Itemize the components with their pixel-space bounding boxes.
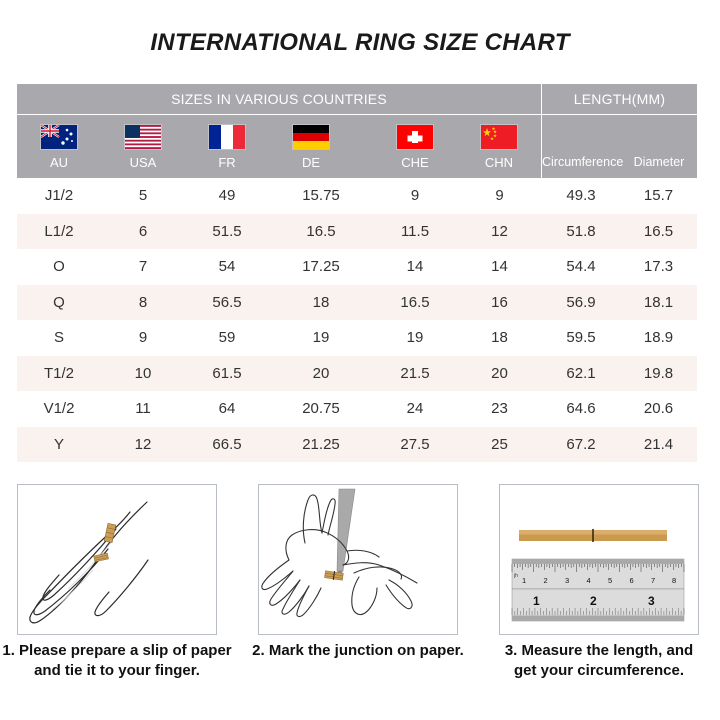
svg-text:5: 5 xyxy=(608,576,612,585)
svg-text:4: 4 xyxy=(587,576,591,585)
svg-text:3: 3 xyxy=(648,594,655,608)
svg-text:6: 6 xyxy=(630,576,634,585)
svg-text:3: 3 xyxy=(565,576,569,585)
svg-text:1: 1 xyxy=(533,594,540,608)
svg-text:7: 7 xyxy=(651,576,655,585)
svg-text:8: 8 xyxy=(672,576,676,585)
svg-text:jh: jh xyxy=(513,573,518,579)
svg-text:2: 2 xyxy=(590,594,597,608)
svg-text:2: 2 xyxy=(544,576,548,585)
svg-text:1: 1 xyxy=(522,576,526,585)
